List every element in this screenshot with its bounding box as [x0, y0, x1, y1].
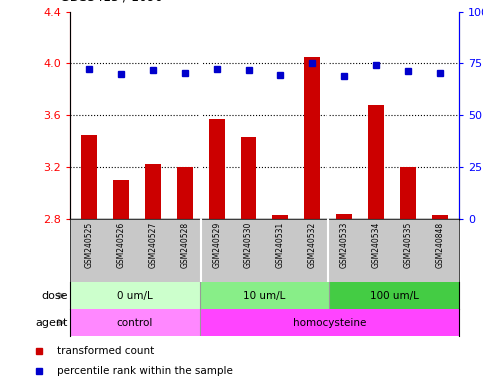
Text: GSM240530: GSM240530 — [244, 222, 253, 268]
Text: GSM240848: GSM240848 — [435, 222, 444, 268]
Bar — [81, 135, 97, 219]
Text: GSM240532: GSM240532 — [308, 222, 317, 268]
Text: percentile rank within the sample: percentile rank within the sample — [57, 366, 233, 376]
Bar — [199, 309, 459, 336]
Text: GSM240528: GSM240528 — [180, 222, 189, 268]
Text: control: control — [117, 318, 153, 328]
Bar — [336, 214, 352, 219]
Bar — [145, 164, 161, 219]
Text: GSM240525: GSM240525 — [85, 222, 94, 268]
Bar — [70, 309, 199, 336]
Text: GSM240533: GSM240533 — [340, 222, 349, 268]
Bar — [177, 167, 193, 219]
Text: agent: agent — [35, 318, 68, 328]
Bar — [209, 119, 225, 219]
Bar — [432, 215, 448, 219]
Bar — [400, 167, 416, 219]
Text: GSM240529: GSM240529 — [212, 222, 221, 268]
Bar — [368, 105, 384, 219]
Bar — [70, 282, 199, 309]
Text: GSM240526: GSM240526 — [116, 222, 126, 268]
Text: transformed count: transformed count — [57, 346, 154, 356]
Text: dose: dose — [41, 291, 68, 301]
Bar — [113, 180, 129, 219]
Text: homocysteine: homocysteine — [293, 318, 366, 328]
Text: 10 um/L: 10 um/L — [243, 291, 285, 301]
Text: GSM240534: GSM240534 — [371, 222, 381, 268]
Bar — [272, 215, 288, 219]
Bar — [304, 57, 320, 219]
Text: 0 um/L: 0 um/L — [117, 291, 153, 301]
Text: GSM240531: GSM240531 — [276, 222, 285, 268]
Bar — [329, 282, 459, 309]
Text: GSM240527: GSM240527 — [148, 222, 157, 268]
Text: GSM240535: GSM240535 — [403, 222, 412, 268]
Bar — [241, 137, 256, 219]
Bar — [199, 282, 329, 309]
Text: 100 um/L: 100 um/L — [369, 291, 418, 301]
Text: GDS3413 / 1090: GDS3413 / 1090 — [60, 0, 163, 4]
